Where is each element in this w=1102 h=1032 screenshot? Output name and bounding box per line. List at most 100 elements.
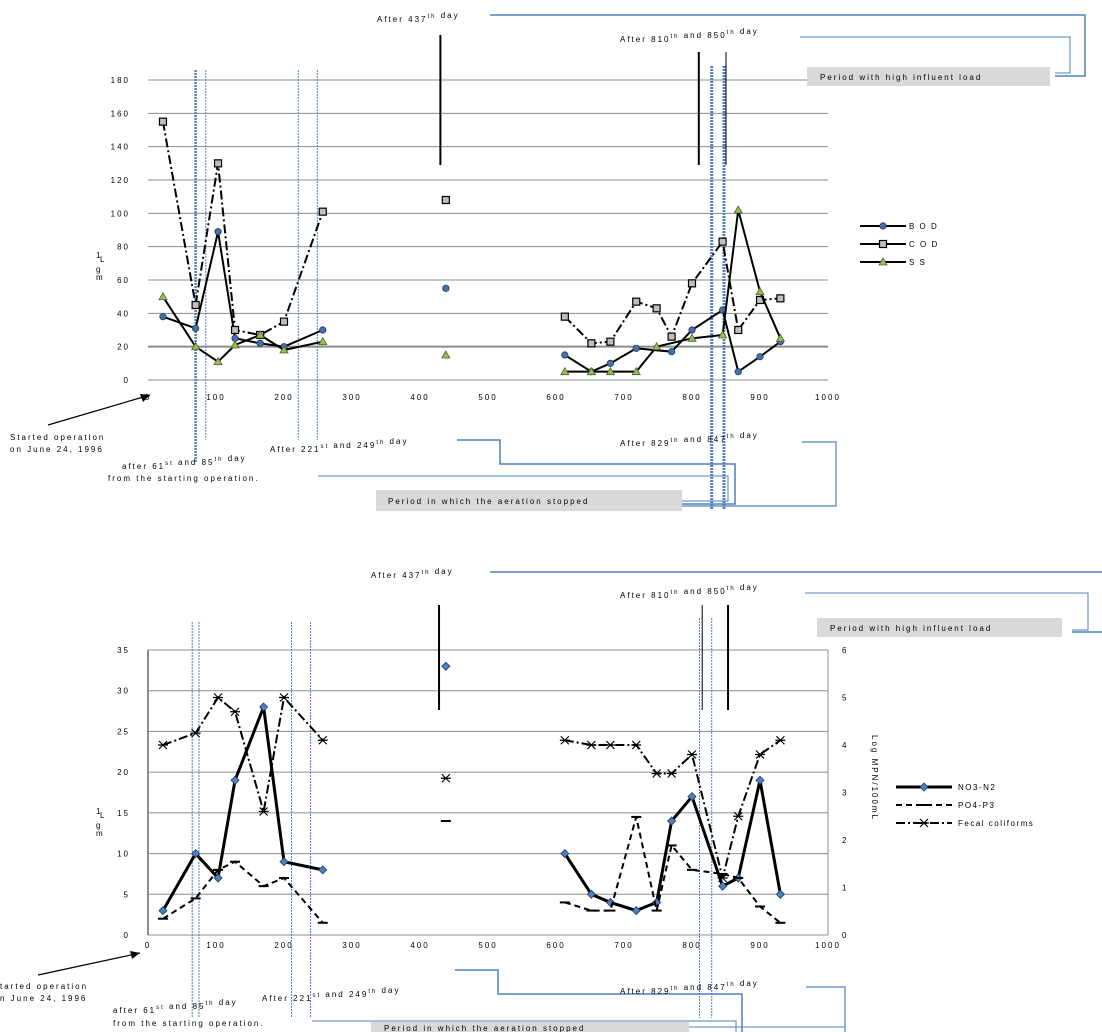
chart-1-bracket-829 [682,441,837,507]
chart-1-ann-61-85-2: from the starting operation. [108,474,260,483]
chart-1-series-bod-point-6 [319,326,327,334]
chart-2-y2-tick-6: 6 [842,646,848,655]
chart-2-x-tick-5: 500 [478,941,497,950]
chart-1-series-bod-line-2 [564,308,781,374]
chart-2-series-fecal-coliforms-point-7 [440,773,451,783]
chart-1-series-cod-point-5 [279,317,289,326]
chart-2-series-fecal-coliforms-point-2 [213,693,224,702]
chart-2-box-high-load [817,618,1062,637]
chart-1-series-cod-point-12 [652,304,661,313]
chart-1-series-ss-line-2 [564,209,782,373]
chart-1-ylabel-m: m [96,273,105,282]
chart-1-ann-810: After 810th and 850th day [620,27,759,44]
chart-2-ann-start-1: tarted operation [0,982,88,991]
chart-2-ann-829: After 829th and 847th day [620,979,759,996]
chart-1-ann-437: After 437th day [377,11,460,24]
chart-2-series-no3-n2-point-11 [631,906,641,916]
chart-2-series-no3-n2-point-6 [318,865,328,875]
chart-1-ylabel-exp: 1 [96,251,102,260]
chart-1-x-tick-1: 100 [206,393,225,402]
chart-2-y2-tick-3: 3 [842,789,848,798]
chart-2-bracket-810 [805,592,1089,631]
chart-1-series-cod-point-15 [718,237,727,246]
chart-1-legend-marker-1 [878,239,888,249]
chart-1-y-tick-6: 120 [111,176,130,185]
chart-1-ann-start-2: on June 24, 1996 [10,445,104,454]
chart-2-legend: NO3-N2 PO4-P3 Fecal coliforms [896,782,1033,828]
chart-2-ylabel-m: m [96,829,105,838]
chart-2-y-tick-2: 10 [117,850,130,859]
chart-1-legend-marker-2 [878,257,888,266]
chart-1-y-tick-7: 140 [111,143,130,152]
chart-2-series-fecal-coliforms-point-14 [687,750,697,759]
chart-1-y-tick-1: 20 [117,343,130,352]
chart-1-legend: B O D C O D S S [860,222,939,267]
chart-2-series-no3-n2-point-7 [441,661,451,671]
chart-1-series-cod-point-18 [776,294,785,303]
chart-2-ann-221: After 221st and 249th day [262,986,400,1003]
chart-2-y-tick-6: 30 [117,687,130,696]
chart-2-y-tick-3: 15 [117,809,130,818]
chart-2-ann-810: After 810th and 850th day [620,583,759,600]
chart-2-series-fecal-coliforms-point-0 [157,740,168,750]
chart-1-series-bod-point-10 [606,359,615,367]
chart-1-legend-label-1: C O D [909,240,939,249]
chart-1-series-cod-point-13 [667,332,676,341]
chart-2-series-fecal-coliforms-point-3 [230,707,241,717]
chart-1-series-cod-point-16 [734,325,743,335]
chart-1-series-ss-point-5 [279,345,289,354]
chart-2-ylabel-g: g [96,821,102,830]
chart-1-series-ss-point-12 [651,341,662,351]
chart-1-series-cod-point-0 [158,117,168,126]
chart-1-series-ss-point-10 [605,366,616,376]
chart-2-y2-tick-0: 0 [842,931,848,940]
chart-2-series-no3-n2-point-1 [191,849,201,859]
chart-1-series-cod-point-11 [632,297,641,306]
chart-1-series-ss-point-9 [586,366,597,376]
chart-1-series-ss-point-11 [631,366,641,376]
chart-2-series-fecal-coliforms-point-12 [651,769,662,778]
chart-1-series-cod-point-2 [213,159,223,168]
chart-1-ann-221: After 221st and 249th day [270,437,408,454]
chart-2-x-tick-10: 1000 [815,941,841,950]
chart-2-ylabel-l: L [100,811,106,820]
chart-2-series-fecal-coliforms-point-5 [279,693,289,702]
chart-2-series-no3-n2-point-5 [279,857,289,867]
chart-2-series-no3-n2-point-17 [755,775,765,785]
chart-1-x-tick-5: 500 [478,393,497,402]
chart-2-bracket-61 [312,1020,737,1032]
chart-2-ann-aeration: Period in which the aeration stopped [384,1024,585,1032]
chart-1-series-ss-point-16 [755,286,765,296]
chart-2-series-fecal-coliforms-line-0 [162,695,324,812]
chart-1-series-cod-point-7 [441,195,450,205]
chart-2-series-fecal-coliforms-point-8 [559,735,570,745]
chart-1-series-cod-point-1 [191,300,200,310]
chart-2-y2-tick-1: 1 [842,884,848,893]
chart-2-x-tick-2: 200 [274,941,293,950]
chart-2-y2-tick-2: 2 [842,836,848,845]
chart-1-x-tick-10: 1000 [815,393,841,402]
chart-2-y-tick-7: 35 [117,646,130,655]
chart-1-x-tick-6: 600 [546,393,565,402]
chart-1-x-tick-2: 200 [274,393,293,402]
chart-2-series-fecal-coliforms-point-4 [258,807,269,816]
chart-1-series-bod-point-11 [632,344,640,352]
chart-1-series-bod-point-15 [734,368,742,376]
chart-1-x-tick-7: 700 [614,393,633,402]
chart-1-series-ss-point-6 [318,336,328,346]
chart-1-ann-61-85-1: after 61st and 85th day [122,454,247,471]
chart-1-series-bod-point-1 [192,324,200,332]
chart-1-series-bod-line-0 [162,231,324,348]
chart-1-y-tick-0: 0 [124,376,130,385]
chart-1-series-bod-point-12 [667,348,676,356]
chart-1-y-tick-2: 40 [117,309,130,318]
chart-1-start-arrow [47,394,151,426]
chart-1-series-bod-point-8 [561,351,569,359]
chart-2-y-tick-5: 25 [117,727,130,736]
chart-1-series-ss-point-0 [158,291,168,301]
chart-2-series-fecal-coliforms-point-9 [586,740,597,750]
chart-2-series-no3-n2-point-0 [158,906,168,916]
chart-1-series-ss-point-1 [190,341,201,351]
chart-2-x-tick-4: 400 [410,941,429,950]
chart-1-legend-label-0: B O D [909,222,938,231]
